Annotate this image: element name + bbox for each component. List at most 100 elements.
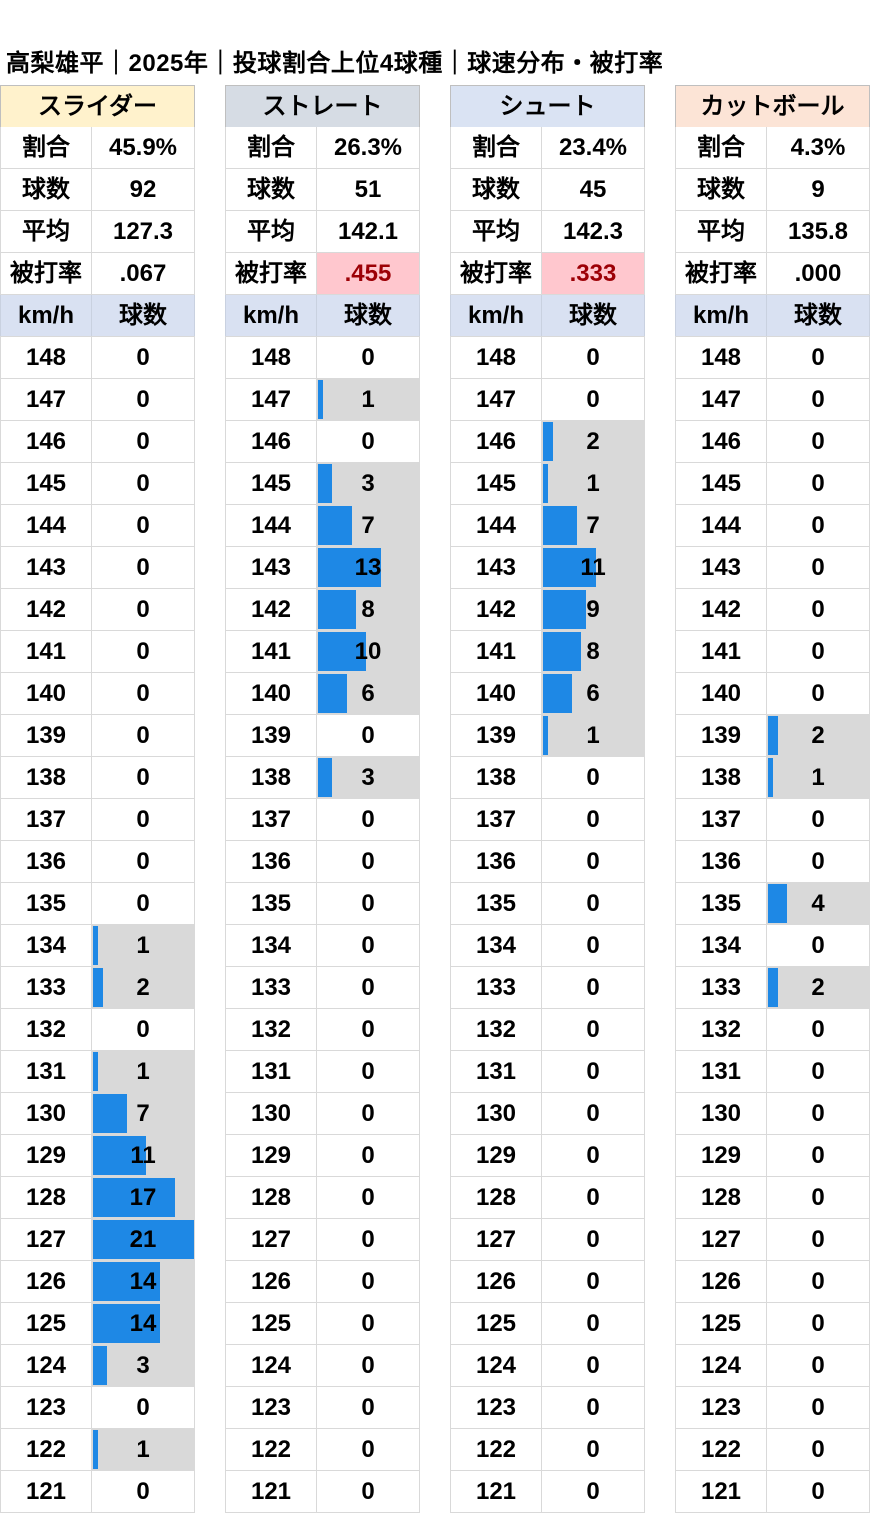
- speed-tick: 131: [225, 1051, 317, 1092]
- count-value: 0: [361, 1184, 375, 1211]
- speed-row: 143 0: [0, 547, 195, 589]
- count-value: 14: [129, 1310, 157, 1337]
- speed-row: 126 0: [450, 1261, 645, 1303]
- count-bar: [318, 758, 332, 797]
- speed-row: 141 10: [225, 631, 420, 673]
- count-value: 0: [586, 1184, 600, 1211]
- count-bar: [768, 716, 778, 755]
- speed-tick: 128: [225, 1177, 317, 1218]
- speed-row: 143 11: [450, 547, 645, 589]
- speed-row: 139 0: [225, 715, 420, 757]
- count-value: 0: [136, 722, 150, 749]
- count-cell: 9: [542, 589, 645, 630]
- count-value: 0: [361, 974, 375, 1001]
- count-value: 0: [361, 806, 375, 833]
- speed-tick: 129: [450, 1135, 542, 1176]
- count-cell: 0: [767, 1471, 870, 1512]
- speed-tick: 127: [675, 1219, 767, 1260]
- speed-row: 130 0: [225, 1093, 420, 1135]
- count-value: 2: [136, 974, 150, 1001]
- speed-tick: 122: [0, 1429, 92, 1470]
- count-cell: 0: [767, 547, 870, 588]
- count-cell: 0: [92, 589, 195, 630]
- count-value: 8: [361, 596, 375, 623]
- speed-row: 136 0: [450, 841, 645, 883]
- count-value: 0: [136, 806, 150, 833]
- count-value: 0: [361, 1310, 375, 1337]
- stat-label: 球数: [225, 169, 317, 210]
- speed-row: 132 0: [0, 1009, 195, 1051]
- speed-row: 146 0: [225, 421, 420, 463]
- count-cell: 0: [92, 631, 195, 672]
- speed-tick: 142: [675, 589, 767, 630]
- count-cell: 3: [317, 463, 420, 504]
- speed-tick: 141: [0, 631, 92, 672]
- count-value: 3: [136, 1352, 150, 1379]
- stat-value: 9: [767, 169, 870, 210]
- stat-value: .067: [92, 253, 195, 294]
- count-cell: 0: [542, 883, 645, 924]
- speed-row: 127 21: [0, 1219, 195, 1261]
- speed-tick: 121: [450, 1471, 542, 1512]
- count-value: 21: [129, 1226, 157, 1253]
- speed-tick: 126: [0, 1261, 92, 1302]
- speed-header: km/h: [0, 295, 92, 336]
- count-cell: 0: [92, 1471, 195, 1512]
- count-bar: [93, 926, 98, 965]
- speed-tick: 146: [0, 421, 92, 462]
- count-cell: 0: [767, 589, 870, 630]
- stat-row: 被打率 .067: [0, 253, 195, 295]
- speed-row: 139 1: [450, 715, 645, 757]
- speed-tick: 135: [0, 883, 92, 924]
- count-bar: [93, 1220, 194, 1259]
- speed-tick: 137: [0, 799, 92, 840]
- speed-row: 142 9: [450, 589, 645, 631]
- speed-row: 121 0: [675, 1471, 870, 1513]
- count-value: 0: [361, 428, 375, 455]
- speed-row: 122 0: [450, 1429, 645, 1471]
- dist-header-row: km/h 球数: [0, 295, 195, 337]
- speed-row: 126 0: [675, 1261, 870, 1303]
- count-cell: 0: [317, 1093, 420, 1134]
- count-cell: 13: [317, 547, 420, 588]
- count-cell: 0: [767, 379, 870, 420]
- count-cell: 1: [92, 925, 195, 966]
- pitch-panel: スライダー 割合 45.9% 球数 92 平均 127.3 被打率 .067 km/h 球数 148 0…: [0, 85, 195, 1513]
- pitch-panel: シュート 割合 23.4% 球数 45 平均 142.3 被打率 .333 km/h 球数 148 0 1…: [450, 85, 645, 1513]
- speed-tick: 140: [675, 673, 767, 714]
- stat-row: 平均 127.3: [0, 211, 195, 253]
- speed-row: 137 0: [450, 799, 645, 841]
- speed-row: 122 0: [675, 1429, 870, 1471]
- count-value: 8: [586, 638, 600, 665]
- count-cell: 0: [767, 1429, 870, 1470]
- stat-label: 被打率: [675, 253, 767, 294]
- count-value: 0: [586, 386, 600, 413]
- count-value: 7: [586, 512, 600, 539]
- count-cell: 0: [92, 673, 195, 714]
- speed-row: 125 0: [450, 1303, 645, 1345]
- count-cell: 0: [92, 799, 195, 840]
- count-bar: [768, 968, 778, 1007]
- count-value: 0: [811, 1100, 825, 1127]
- count-cell: 0: [317, 1429, 420, 1470]
- count-cell: 0: [767, 1135, 870, 1176]
- count-value: 0: [811, 1016, 825, 1043]
- speed-tick: 147: [675, 379, 767, 420]
- count-value: 0: [361, 1352, 375, 1379]
- stat-row: 割合 26.3%: [225, 127, 420, 169]
- count-value: 10: [354, 638, 382, 665]
- count-value: 0: [586, 890, 600, 917]
- speed-row: 122 0: [225, 1429, 420, 1471]
- count-value: 0: [136, 638, 150, 665]
- speed-row: 124 0: [675, 1345, 870, 1387]
- count-cell: 1: [542, 463, 645, 504]
- stat-value: 45.9%: [92, 127, 195, 168]
- speed-row: 144 0: [675, 505, 870, 547]
- speed-row: 134 0: [450, 925, 645, 967]
- count-value: 0: [811, 932, 825, 959]
- stat-label: 被打率: [450, 253, 542, 294]
- speed-tick: 128: [450, 1177, 542, 1218]
- count-value: 0: [136, 1016, 150, 1043]
- count-value: 0: [811, 386, 825, 413]
- speed-row: 127 0: [450, 1219, 645, 1261]
